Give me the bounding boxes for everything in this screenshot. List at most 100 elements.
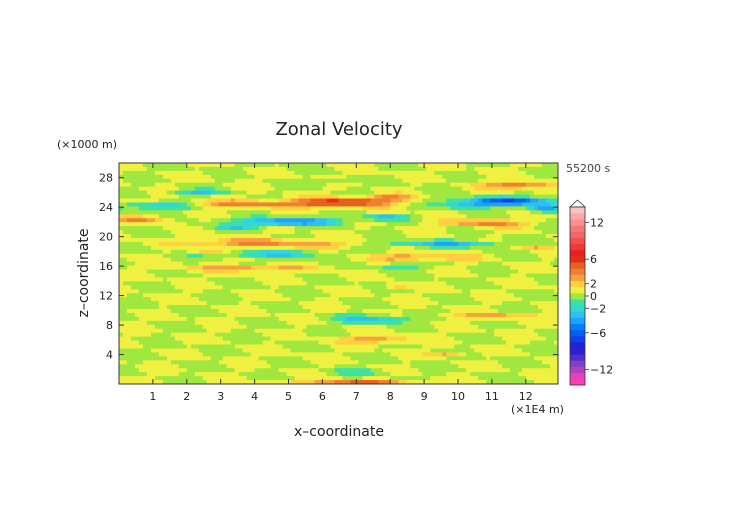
field-cell (490, 273, 495, 278)
field-cell (174, 269, 180, 274)
field-cell (382, 328, 387, 334)
field-cell (426, 265, 431, 270)
field-cell (178, 182, 184, 188)
field-cell (366, 309, 371, 314)
field-cell (510, 226, 515, 231)
field-cell (498, 245, 503, 251)
field-cell (314, 328, 319, 334)
field-cell (314, 166, 319, 172)
field-cell (198, 285, 204, 290)
field-cell (522, 324, 527, 330)
field-cell (218, 178, 224, 184)
field-cell (370, 293, 375, 298)
field-cell (222, 226, 228, 231)
field-cell (470, 214, 475, 219)
field-cell (482, 253, 487, 259)
field-cell (510, 186, 515, 192)
field-cell (346, 186, 351, 192)
field-cell (526, 297, 531, 302)
field-cell (498, 265, 503, 270)
field-cell (402, 320, 407, 326)
field-cell (214, 269, 220, 274)
field-cell (198, 265, 204, 270)
field-cell (446, 186, 451, 192)
field-cell (294, 297, 299, 302)
field-cell (146, 166, 152, 172)
field-cell (258, 170, 264, 176)
field-cell (262, 265, 268, 270)
field-cell (166, 210, 172, 215)
field-cell (506, 234, 511, 239)
field-cell (534, 324, 539, 330)
field-cell (458, 320, 463, 326)
field-cell (438, 222, 443, 227)
field-cell (298, 237, 303, 243)
field-cell (390, 273, 395, 278)
field-cell (218, 210, 224, 215)
field-cell (502, 328, 507, 334)
field-cell (226, 194, 232, 199)
field-cell (150, 198, 156, 203)
field-cell (486, 226, 491, 231)
field-cell (154, 237, 160, 243)
field-cell (242, 316, 248, 322)
field-cell (370, 320, 375, 326)
field-cell (290, 277, 295, 282)
field-cell (290, 285, 295, 290)
field-cell (462, 218, 467, 223)
field-cell (338, 214, 343, 219)
field-cell (202, 163, 208, 168)
field-cell (222, 332, 228, 338)
field-cell (442, 194, 447, 199)
field-cell (186, 273, 192, 278)
field-cell (522, 182, 527, 188)
field-cell (490, 316, 495, 322)
field-cell (490, 182, 495, 188)
field-cell (374, 230, 379, 235)
field-cell (238, 206, 244, 211)
field-cell (330, 237, 335, 243)
field-cell (162, 324, 168, 330)
field-cell (126, 289, 132, 294)
field-cell (282, 312, 288, 318)
field-cell (510, 230, 515, 235)
field-cell (542, 289, 547, 294)
field-cell (322, 332, 327, 338)
field-cell (382, 265, 387, 270)
field-cell (186, 340, 192, 345)
field-cell (286, 301, 292, 306)
field-cell (350, 198, 355, 203)
field-cell (466, 265, 471, 270)
field-cell (250, 269, 256, 274)
field-cell (230, 297, 236, 302)
field-cell (362, 277, 367, 282)
field-cell (214, 305, 220, 310)
field-cell (230, 206, 236, 211)
field-cell (346, 324, 351, 330)
field-cell (534, 198, 539, 203)
field-cell (498, 285, 503, 290)
field-cell (454, 305, 459, 310)
field-cell (362, 218, 367, 223)
field-cell (482, 174, 487, 180)
field-cell (462, 269, 467, 274)
field-cell (234, 289, 240, 294)
field-cell (138, 237, 144, 243)
field-cell (406, 320, 411, 326)
field-cell (294, 301, 299, 306)
field-cell (186, 328, 192, 334)
field-cell (394, 174, 399, 180)
field-cell (526, 166, 531, 172)
field-cell (194, 332, 200, 338)
field-cell (190, 261, 196, 267)
field-cell (158, 293, 164, 298)
field-cell (282, 206, 288, 211)
field-cell (170, 210, 176, 215)
field-cell (154, 285, 160, 290)
field-cell (374, 253, 379, 259)
field-cell (434, 230, 439, 235)
field-cell (454, 174, 459, 180)
field-cell (382, 249, 387, 255)
field-cell (550, 305, 555, 310)
field-cell (190, 328, 196, 334)
